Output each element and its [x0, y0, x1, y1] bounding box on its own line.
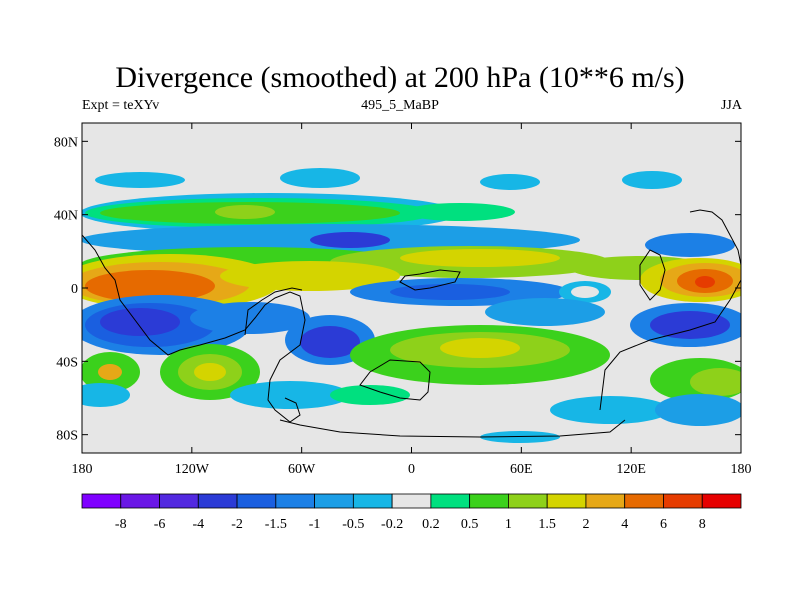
- colorbar-label: -8: [115, 517, 127, 532]
- latitude-axis: 80N 40N 0 40S 80S: [54, 135, 741, 444]
- colorbar-label: 6: [660, 517, 667, 532]
- longitude-axis: 180 120W 60W 0 60E 120E 180: [72, 123, 752, 477]
- season-label: JJA: [720, 98, 742, 113]
- colorbar-box: [546, 493, 587, 509]
- colorbar-label: 2: [582, 517, 589, 532]
- lat-tick-label: 80N: [54, 135, 78, 150]
- lon-tick-label: 120W: [175, 462, 210, 477]
- colorbar-box: [701, 493, 742, 509]
- experiment-label: Expt = teXYv: [82, 98, 160, 113]
- lat-tick-label: 0: [71, 282, 78, 297]
- colorbar-label: -1: [309, 517, 321, 532]
- colorbar: -8 -6 -4 -2 -1.5 -1 -0.5 -0.2 0.2 0.5 1 1.5 2 4 6 8: [81, 493, 742, 532]
- colorbar-box: [159, 493, 199, 509]
- colorbar-box: [314, 493, 354, 509]
- colorbar-box: [197, 493, 238, 509]
- colorbar-label: 1: [505, 517, 512, 532]
- colorbar-box: [624, 493, 664, 509]
- colorbar-box: [236, 493, 277, 509]
- colorbar-label: 4: [621, 517, 628, 532]
- colorbar-label: 0.2: [422, 517, 440, 532]
- colorbar-box: [663, 493, 703, 509]
- colorbar-box: [469, 493, 509, 509]
- lon-tick-label: 0: [408, 462, 415, 477]
- lon-tick-label: 120E: [616, 462, 646, 477]
- lon-tick-label: 180: [72, 462, 93, 477]
- colorbar-box: [508, 493, 548, 509]
- divergence-field: [82, 168, 741, 443]
- colorbar-box: [391, 493, 432, 509]
- lon-tick-label: 60E: [510, 462, 533, 477]
- coastlines: [82, 209, 741, 438]
- colorbar-box: [120, 493, 160, 509]
- lat-tick-label: 40S: [56, 355, 78, 370]
- colorbar-label: -0.2: [381, 517, 403, 532]
- colorbar-box: [352, 493, 393, 509]
- plot-title: Divergence (smoothed) at 200 hPa (10**6 …: [115, 61, 685, 94]
- divergence-map: 180 120W 60W 0 60E 120E 180 80N 40N 0 40S 80S: [54, 122, 752, 477]
- colorbar-box: [81, 493, 122, 509]
- colorbar-box: [430, 493, 471, 509]
- lon-tick-label: 180: [731, 462, 752, 477]
- colorbar-label: 1.5: [538, 517, 556, 532]
- lat-tick-label: 40N: [54, 209, 78, 224]
- colorbar-label: 0.5: [461, 517, 479, 532]
- lat-tick-label: 80S: [56, 429, 78, 444]
- period-label: 495_5_MaBP: [361, 98, 439, 113]
- colorbar-box: [275, 493, 315, 509]
- colorbar-label: 8: [699, 517, 706, 532]
- colorbar-label: -1.5: [265, 517, 287, 532]
- colorbar-label: -6: [154, 517, 166, 532]
- colorbar-label: -0.5: [342, 517, 364, 532]
- colorbar-box: [585, 493, 626, 509]
- colorbar-label: -4: [192, 517, 204, 532]
- lon-tick-label: 60W: [288, 462, 316, 477]
- colorbar-label: -2: [231, 517, 243, 532]
